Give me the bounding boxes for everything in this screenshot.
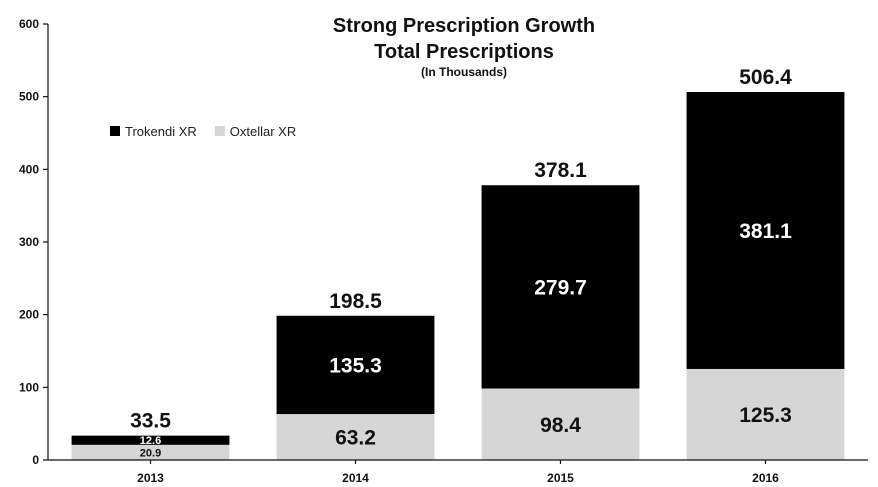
bar-oxtellar-xr-2013 bbox=[71, 444, 230, 460]
legend-label-trokendi-xr: Trokendi XR bbox=[125, 124, 197, 139]
x-axis: 2013 2014 2015 2016 bbox=[48, 459, 868, 485]
total-label-2016: 506.4 bbox=[739, 66, 792, 89]
y-tick-label: 300 bbox=[19, 235, 39, 249]
x-tick-label-2013: 2013 bbox=[137, 471, 164, 485]
bar-trokendi-xr-2013 bbox=[71, 435, 230, 445]
segment-label-trokendi-xr-2013: 12.6 bbox=[140, 435, 161, 447]
y-tick-label: 400 bbox=[19, 162, 39, 176]
y-axis: 0 100 200 300 400 500 600 bbox=[19, 17, 49, 467]
chart-title: Strong Prescription Growth bbox=[333, 15, 595, 37]
total-label-2013: 33.5 bbox=[130, 410, 171, 433]
total-label-2015: 378.1 bbox=[534, 159, 587, 182]
chart-subtitle-units: (In Thousands) bbox=[421, 65, 507, 79]
bar-trokendi-xr-2014 bbox=[276, 315, 435, 415]
bar-group-2015: 98.4 279.7 378.1 bbox=[481, 159, 640, 460]
segment-label-oxtellar-xr-2014: 63.2 bbox=[335, 427, 376, 450]
total-label-2014: 198.5 bbox=[329, 290, 382, 313]
bar-group-2013: 20.912.6 33.5 bbox=[71, 410, 230, 460]
segment-label-trokendi-xr-2016: 381.1 bbox=[739, 220, 792, 243]
legend-swatch-oxtellar-xr bbox=[214, 126, 225, 136]
y-tick-label: 200 bbox=[19, 308, 39, 322]
bar-oxtellar-xr-2014 bbox=[276, 414, 435, 460]
bar-trokendi-xr-2015 bbox=[481, 185, 640, 389]
segment-label-trokendi-xr-2014: 135.3 bbox=[329, 354, 382, 377]
x-tick-label-2015: 2015 bbox=[547, 471, 574, 485]
segment-label-trokendi-xr-2015: 279.7 bbox=[534, 276, 587, 299]
x-tick-label-2014: 2014 bbox=[342, 471, 369, 485]
legend-label-oxtellar-xr: Oxtellar XR bbox=[230, 124, 296, 139]
segment-label-oxtellar-xr-2013: 20.9 bbox=[140, 447, 161, 459]
legend-swatch-trokendi-xr bbox=[110, 126, 120, 136]
segment-label-oxtellar-xr-2015: 98.4 bbox=[540, 414, 581, 437]
chart-subtitle: Total Prescriptions bbox=[374, 41, 554, 63]
bar-group-2014: 63.2 135.3 198.5 bbox=[276, 290, 435, 460]
bar-trokendi-xr-2016 bbox=[686, 92, 845, 369]
y-tick-label: 100 bbox=[19, 380, 39, 394]
bar-group-2016: 125.3 381.1 506.4 bbox=[686, 66, 845, 460]
bars: 20.912.6 33.5 63.2 135.3 198.5 98.4 279.7 378.1… bbox=[71, 66, 845, 460]
bar-oxtellar-xr-2016 bbox=[686, 368, 845, 460]
segment-label-oxtellar-xr-2016: 125.3 bbox=[739, 404, 792, 427]
y-tick-label: 0 bbox=[32, 453, 39, 467]
legend: Trokendi XR Oxtellar XR bbox=[110, 124, 296, 139]
y-tick-label: 500 bbox=[19, 90, 39, 104]
x-tick-label-2016: 2016 bbox=[752, 471, 779, 485]
bar-oxtellar-xr-2015 bbox=[481, 388, 640, 460]
y-tick-label: 600 bbox=[19, 17, 39, 31]
